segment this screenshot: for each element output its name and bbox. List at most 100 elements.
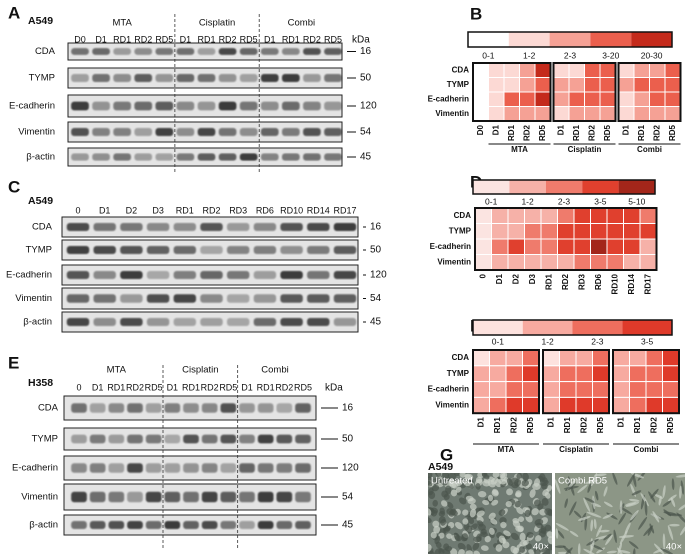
heat-cell (573, 207, 591, 224)
column-label: RD1 (637, 124, 646, 141)
kda-header: kDa (325, 383, 343, 394)
cell (495, 544, 503, 552)
band (333, 246, 357, 254)
band (218, 101, 237, 111)
band (200, 246, 223, 254)
cell (448, 510, 455, 517)
band (253, 318, 277, 326)
band (89, 491, 106, 503)
cell (462, 518, 469, 525)
heat-cell (488, 62, 505, 78)
band (324, 101, 342, 111)
heat-cell (505, 349, 523, 367)
cell (678, 503, 685, 511)
heat-cell (599, 106, 616, 122)
band (333, 294, 357, 303)
cell (463, 480, 471, 487)
heat-cell (575, 396, 593, 414)
cell (593, 518, 597, 530)
band (260, 48, 279, 55)
protein-label: CDA (32, 222, 53, 233)
band (164, 491, 181, 503)
lane-label: D1 (241, 382, 253, 392)
heat-cell (649, 91, 666, 107)
protein-label: TYMP (29, 73, 55, 84)
heat-cell (522, 349, 540, 367)
heat-cell (573, 238, 591, 255)
band (280, 246, 303, 254)
heat-cell (559, 365, 577, 383)
heat-cell (662, 365, 680, 383)
cell (590, 540, 595, 554)
band (146, 271, 170, 279)
lane-label: RD14 (307, 205, 330, 215)
lane-label: 0 (76, 382, 81, 392)
cell (444, 546, 453, 552)
cell (470, 523, 478, 530)
band (113, 48, 132, 55)
kda-value: 45 (370, 317, 382, 328)
band (145, 491, 162, 503)
band (155, 101, 174, 111)
heat-cell (489, 381, 507, 398)
band (218, 153, 237, 161)
cell (542, 549, 551, 554)
protein-label: TYMP (26, 245, 52, 256)
cell (583, 497, 591, 513)
band (257, 491, 274, 503)
band (71, 434, 87, 444)
band (324, 74, 342, 82)
band (89, 403, 106, 413)
panel-label: A (8, 3, 20, 22)
column-label: RD10 (610, 273, 619, 294)
cell (428, 517, 432, 524)
legend-label: 1-2 (541, 336, 554, 346)
protein-label: β-actin (29, 520, 58, 531)
band (295, 521, 311, 529)
band (71, 48, 89, 55)
band (239, 74, 258, 82)
heatmap-panel: B 0-1 1-2 2-3 3-20 20-30 CDA TYMP E-cadherin Vime… (428, 4, 682, 154)
cell (476, 515, 484, 523)
cell (596, 524, 603, 538)
heat-cell (474, 223, 492, 240)
column-label: RD5 (596, 417, 605, 434)
band (120, 223, 143, 231)
cell (487, 494, 494, 502)
cell (595, 490, 599, 501)
cell (459, 473, 466, 478)
lane-label: RD1 (107, 382, 125, 392)
cell (482, 499, 490, 506)
cell (680, 480, 684, 495)
band (200, 223, 223, 231)
cell (650, 488, 659, 499)
cell (500, 473, 508, 481)
band (127, 463, 143, 473)
band (93, 223, 116, 231)
row-label: E-cadherin (428, 385, 469, 394)
group-label: MTA (511, 145, 528, 154)
heat-cell (491, 238, 509, 255)
heat-cell (540, 207, 558, 224)
lane-label: D1 (92, 382, 104, 392)
band (276, 521, 293, 529)
band (295, 463, 311, 473)
cell (453, 532, 460, 541)
heat-cell (540, 254, 558, 271)
row-label: TYMP (447, 369, 470, 378)
micrograph: Combi RD5 40× (555, 473, 685, 554)
cell (454, 521, 463, 530)
protein-label: Vimentin (15, 293, 52, 304)
cell (545, 543, 552, 551)
band (92, 128, 110, 136)
cell (539, 473, 546, 482)
heat-cell (472, 77, 489, 93)
heat-cell (491, 254, 509, 271)
heat-cell (553, 91, 570, 107)
cell (469, 508, 477, 518)
heat-cell (599, 91, 616, 107)
band (220, 434, 237, 444)
row-label: TYMP (447, 80, 470, 89)
heat-cell (623, 207, 641, 224)
